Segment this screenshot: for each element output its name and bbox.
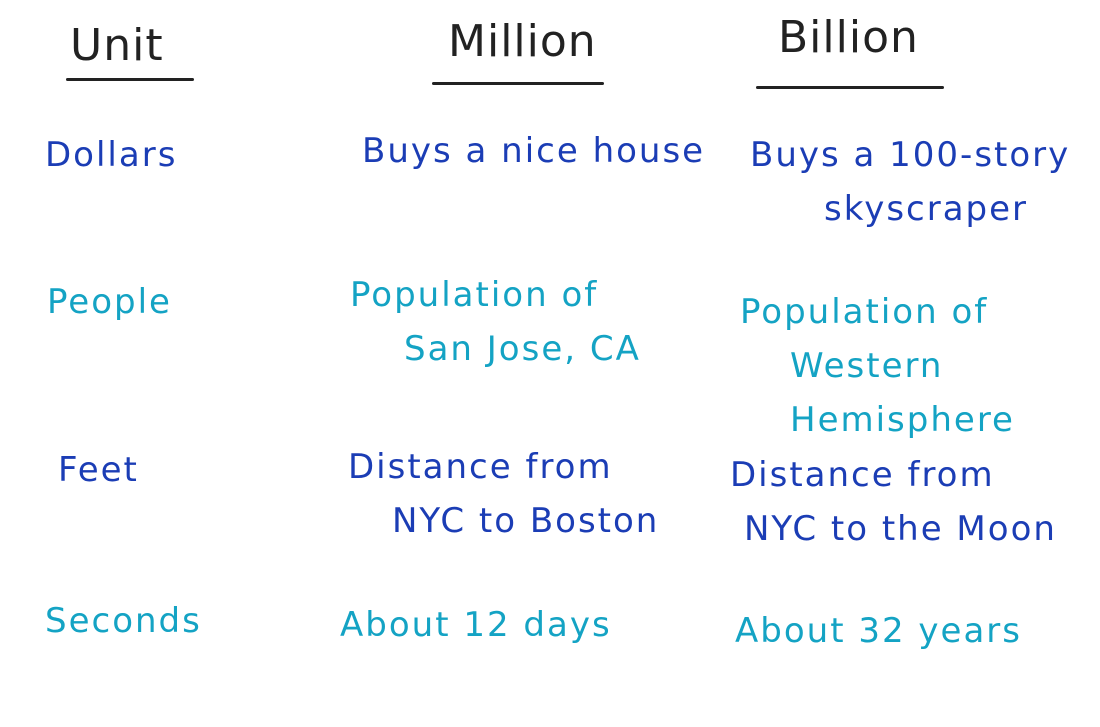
unit-feet: Feet <box>58 450 139 490</box>
billion-dollars: Buys a 100-story skyscraper <box>750 128 1070 236</box>
header-million-underline <box>432 82 604 85</box>
million-feet: Distance from NYC to Boston <box>348 440 659 548</box>
cell-line: NYC to the Moon <box>744 509 1057 549</box>
cell-line: Distance from <box>730 455 995 495</box>
cell-line: Western Hemisphere <box>790 346 1015 440</box>
million-seconds: About 12 days <box>340 598 612 652</box>
cell-line: San Jose, CA <box>404 329 641 369</box>
header-unit-underline <box>66 78 194 81</box>
billion-seconds: About 32 years <box>735 604 1022 658</box>
million-people: Population of San Jose, CA <box>350 268 641 376</box>
cell-line: About 12 days <box>340 605 612 645</box>
header-unit: Unit <box>70 20 164 71</box>
million-dollars: Buys a nice house <box>362 124 705 178</box>
cell-line: Distance from <box>348 447 613 487</box>
cell-line: Population of <box>740 292 989 332</box>
cell-line: Population of <box>350 275 599 315</box>
header-million: Million <box>448 16 597 67</box>
cell-line: Buys a 100-story <box>750 135 1071 175</box>
unit-people: People <box>47 282 172 322</box>
header-billion-underline <box>756 86 944 89</box>
unit-dollars: Dollars <box>45 135 178 175</box>
cell-line: Buys a nice house <box>362 131 706 171</box>
cell-line: skyscraper <box>824 189 1029 229</box>
header-billion: Billion <box>778 12 919 63</box>
cell-line: About 32 years <box>735 611 1022 651</box>
billion-feet: Distance from NYC to the Moon <box>730 448 1057 556</box>
billion-people: Population of Western Hemisphere <box>740 285 1100 447</box>
cell-line: NYC to Boston <box>392 501 660 541</box>
unit-seconds: Seconds <box>45 601 202 641</box>
